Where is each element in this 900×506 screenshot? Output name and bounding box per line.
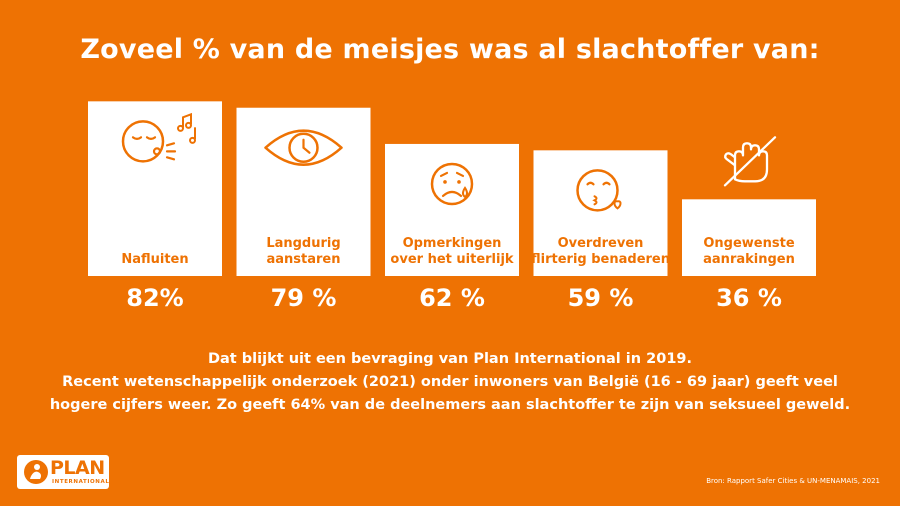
value-label-5: 36 % [716,284,782,312]
info-line-1: Dat blijkt uit een bevraging van Plan In… [207,351,693,367]
info-line-2: Recent wetenschappelijk onderzoek (2021)… [62,374,838,390]
plan-international-logo: PLAN INTERNATIONAL [17,455,109,489]
category-label-5: Ongewenste aanrakingen [703,236,795,267]
staring-eye-clock-icon [264,129,343,166]
no-touch-hand-icon [723,136,777,187]
bar-1 [88,101,222,276]
sad-crying-face-icon [430,162,474,206]
category-label-1: Nafluiten [121,252,188,267]
page-title: Zoveel % van de meisjes was al slachtoff… [80,34,820,65]
bar-5 [682,199,816,276]
source-note: Bron: Rapport Safer Cities & UN-MENAMAIS… [706,477,880,485]
value-label-2: 79 % [271,284,337,312]
category-label-4: Overdreven flirterig benaderen [531,236,670,267]
bar-2 [236,107,371,276]
value-label-3: 62 % [419,284,485,312]
info-line-3: hogere cijfers weer. Zo geeft 64% van de… [49,397,851,413]
whistling-face-icon [121,112,196,163]
category-label-3: Opmerkingen over het uiterlijk [390,236,513,267]
logo-name: PLAN [50,457,105,479]
bar-3 [385,143,519,276]
category-label-2: Langdurig aanstaren [266,236,340,267]
value-label-1: 82% [126,284,183,312]
kiss-face-icon [576,169,622,212]
info-text: Dat blijkt uit een bevraging van Plan In… [0,348,900,417]
value-label-4: 59 % [568,284,634,312]
plan-logo-icon [24,460,48,484]
logo-subtitle: INTERNATIONAL [52,479,110,485]
bar-chart: Nafluiten 82% Langdurig aanstaren 79 % Opmerk… [88,101,816,312]
